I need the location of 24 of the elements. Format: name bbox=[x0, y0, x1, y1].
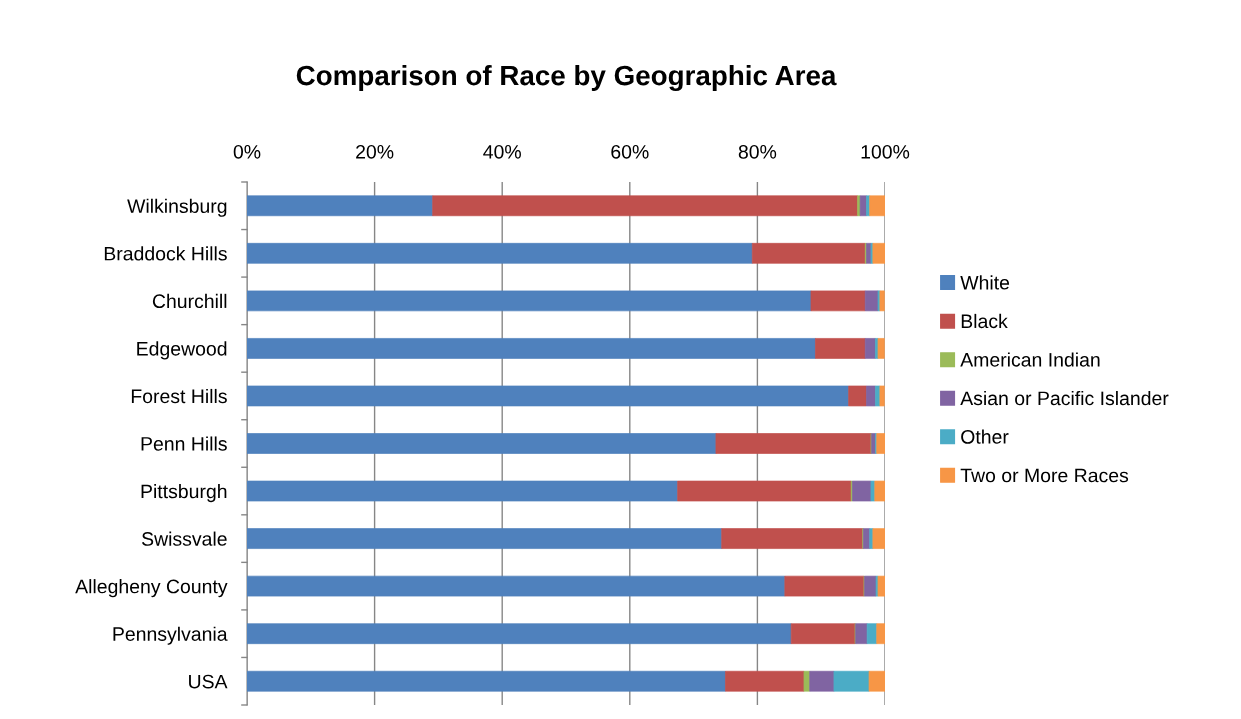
chart-title: Comparison of Race by Geographic Area bbox=[296, 64, 837, 92]
legend-label: Other bbox=[961, 429, 1009, 444]
x-tick-label: 100% bbox=[861, 144, 910, 159]
y-tick-label: Churchill bbox=[152, 293, 227, 309]
legend-label: American Indian bbox=[960, 352, 1100, 367]
y-tick-label: Pennsylvania bbox=[113, 626, 228, 645]
x-tick-label: 40% bbox=[483, 144, 521, 159]
x-tick-label: 60% bbox=[611, 144, 649, 159]
y-tick-label: Edgewood bbox=[137, 341, 227, 360]
y-tick-label: Forest Hills bbox=[131, 388, 227, 404]
x-tick-label: 20% bbox=[356, 144, 394, 159]
legend-label: White bbox=[960, 275, 1010, 290]
x-tick-label: 80% bbox=[738, 144, 777, 159]
y-tick-label: Swissvale bbox=[141, 531, 227, 546]
legend-label: Two or More Races bbox=[960, 468, 1129, 483]
x-tick-label: 0% bbox=[233, 144, 261, 159]
y-tick-label: USA bbox=[189, 674, 228, 689]
y-tick-label: Penn Hills bbox=[141, 436, 227, 451]
legend-label: Black bbox=[961, 313, 1008, 329]
legend-label: Asian or Pacific Islander bbox=[960, 390, 1169, 406]
y-tick-label: Braddock Hills bbox=[104, 246, 227, 261]
y-tick-label: Allegheny County bbox=[75, 579, 228, 598]
y-tick-label: Wilkinsburg bbox=[127, 198, 227, 217]
y-tick-label: Pittsburgh bbox=[141, 484, 227, 503]
